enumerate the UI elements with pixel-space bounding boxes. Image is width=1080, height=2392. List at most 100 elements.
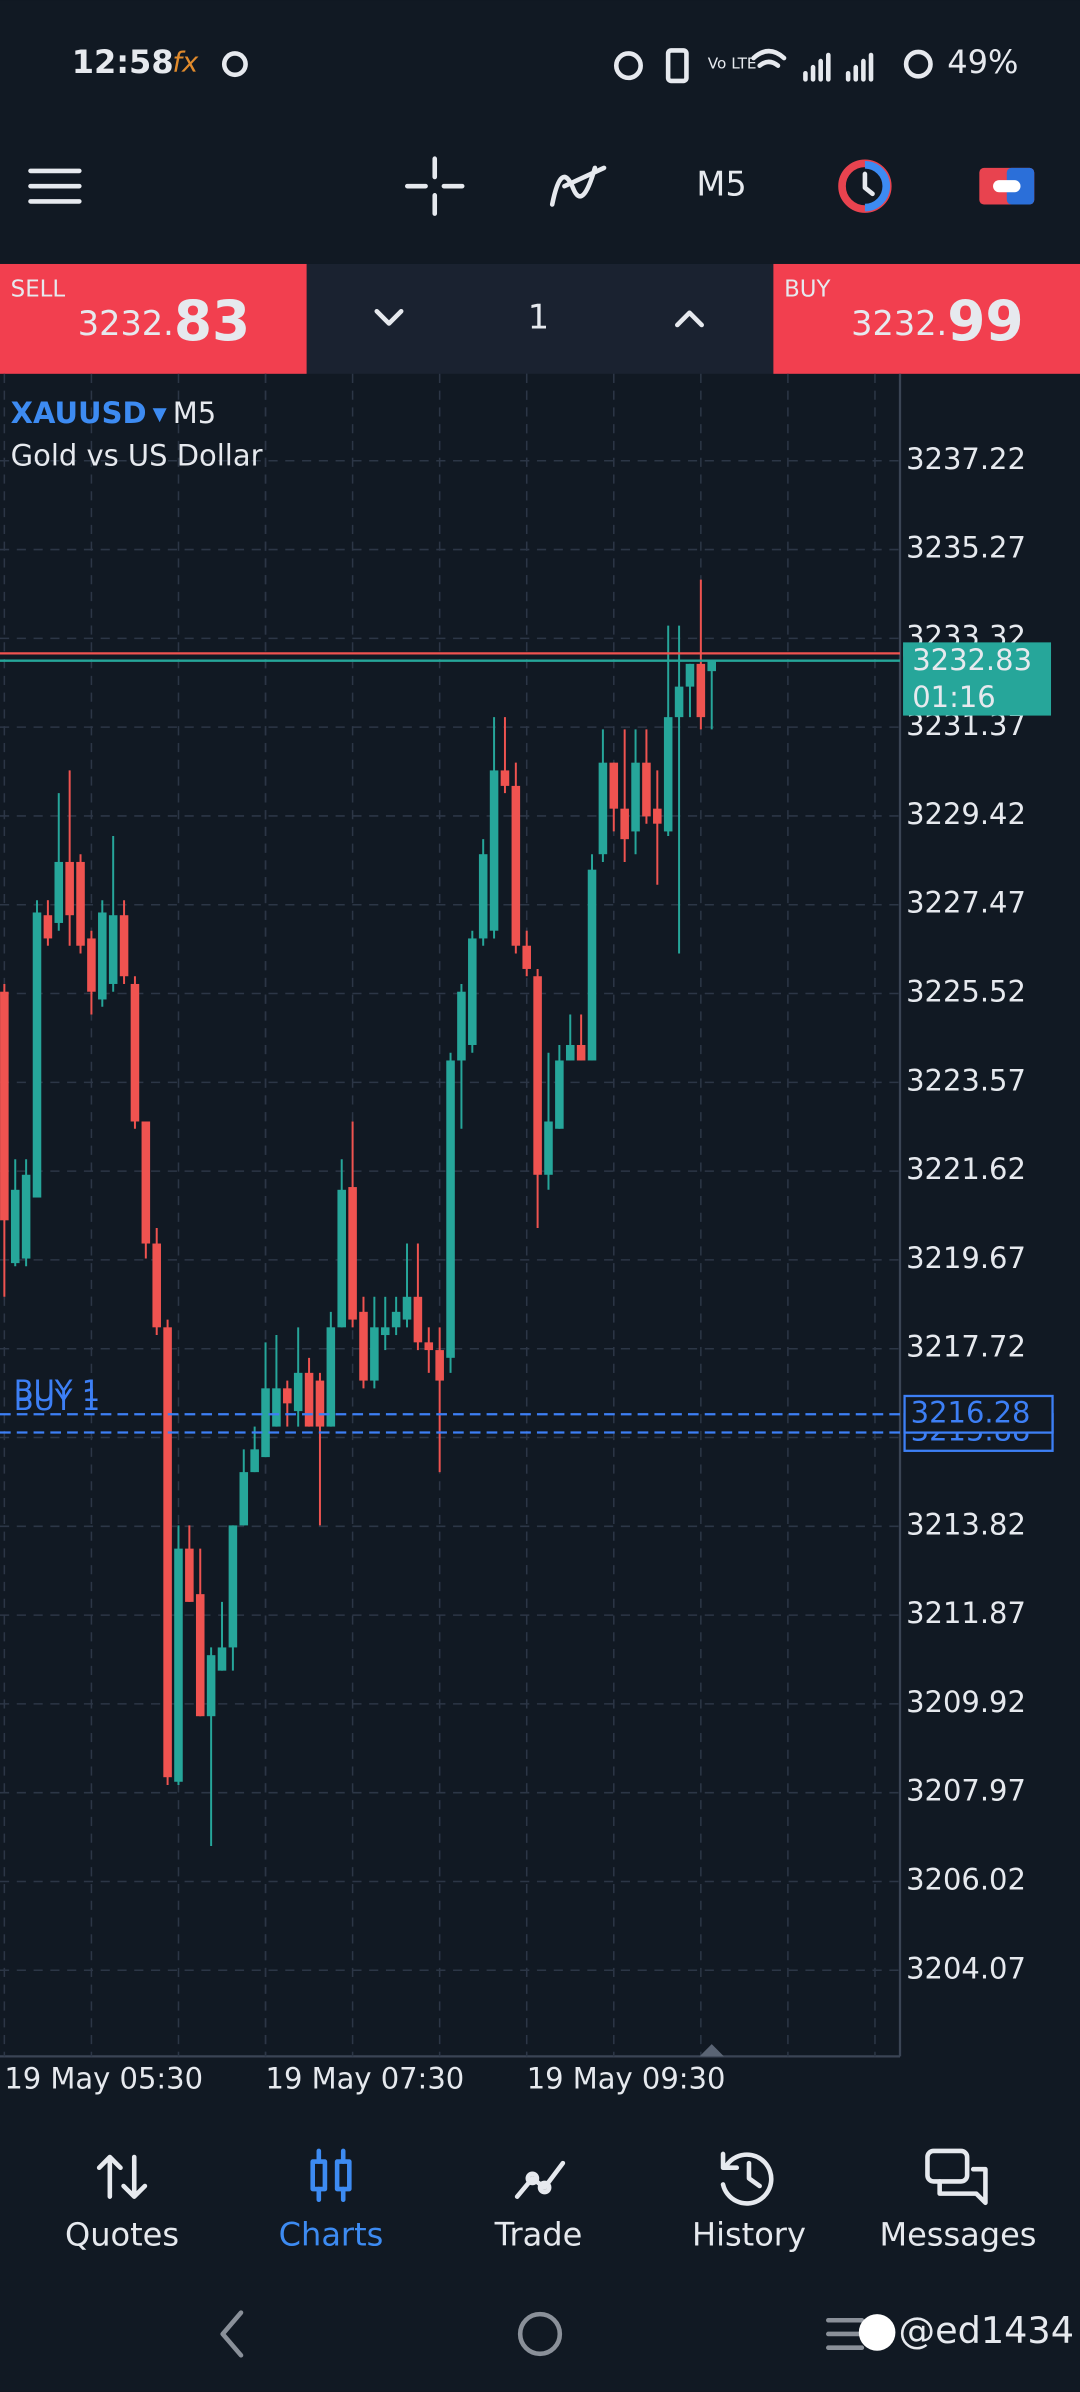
- home-button[interactable]: [517, 2311, 563, 2357]
- bar-countdown: 01:16: [912, 680, 995, 714]
- position-label: BUY 1: [14, 1383, 100, 1417]
- bid-box: [903, 642, 1052, 716]
- back-button[interactable]: [220, 2310, 244, 2358]
- trade-button[interactable]: [979, 167, 1035, 205]
- candle-body: [293, 1372, 303, 1412]
- sell-price-main: 3232.: [78, 303, 174, 342]
- candle-body: [663, 717, 673, 832]
- candle-body: [228, 1525, 238, 1648]
- candle-body: [631, 762, 640, 832]
- y-tick-label: 3219.67: [906, 1241, 1026, 1275]
- chart-header: XAUUSD ▼ M5: [11, 396, 217, 430]
- candle-body: [250, 1449, 259, 1473]
- candle-body: [119, 915, 129, 977]
- nav-quotes[interactable]: Quotes: [65, 2215, 179, 2253]
- candle-body: [642, 762, 651, 817]
- candle-body: [457, 991, 466, 1061]
- status-time: 12:58: [72, 43, 174, 81]
- volume-down[interactable]: [374, 308, 404, 326]
- crosshair-button[interactable]: [405, 156, 465, 216]
- y-tick-label: 3211.87: [906, 1596, 1026, 1630]
- candle-body: [522, 945, 531, 969]
- status-icon: [221, 51, 248, 78]
- candle-body: [685, 663, 695, 687]
- y-tick-label: 3221.62: [906, 1152, 1026, 1186]
- x-tick-label: 19 May 05:30: [4, 2062, 203, 2096]
- candle-body: [108, 915, 118, 984]
- candle-body: [76, 861, 85, 946]
- nav-messages[interactable]: Messages: [879, 2215, 1036, 2253]
- y-tick-label: 3237.22: [906, 442, 1026, 476]
- candle-body: [402, 1296, 412, 1320]
- y-tick-label: 3206.02: [906, 1862, 1026, 1896]
- fx-icon: fx: [172, 48, 199, 79]
- buy-label: BUY: [784, 276, 831, 302]
- candle-body: [500, 770, 510, 786]
- candle-body: [435, 1350, 444, 1381]
- y-tick-label: 3229.42: [906, 797, 1026, 831]
- candle-body: [163, 1327, 172, 1778]
- messages-icon: [925, 2148, 988, 2206]
- status-icons: [613, 48, 933, 84]
- candle-body: [0, 991, 9, 1221]
- symbol-description: Gold vs US Dollar: [11, 439, 263, 473]
- candle-body: [43, 915, 53, 939]
- chart-timeframe: M5: [173, 396, 216, 430]
- nav-trade[interactable]: Trade: [494, 2215, 583, 2253]
- sell-price: 3232.83: [78, 289, 250, 353]
- candle-body: [424, 1342, 434, 1351]
- objects-button[interactable]: [838, 159, 892, 213]
- candle-body: [489, 770, 499, 931]
- symbol: XAUUSD: [11, 396, 147, 430]
- x-tick-label: 19 May 09:30: [527, 2062, 726, 2096]
- candle-body: [32, 912, 42, 1198]
- candle-body: [587, 869, 597, 1061]
- sell-price-big: 83: [174, 289, 250, 353]
- candle-body: [21, 1174, 31, 1259]
- candle-body: [391, 1311, 401, 1328]
- position-label: BUY 1: [14, 1374, 100, 1408]
- candle-body: [10, 1189, 20, 1264]
- position-price-box: [903, 1394, 1054, 1434]
- buy-price: 3232.99: [851, 289, 1023, 353]
- candle-body: [206, 1655, 216, 1717]
- candle-body: [653, 808, 662, 824]
- volume-up[interactable]: [675, 310, 704, 328]
- system-nav: [220, 2310, 865, 2358]
- watermark-logo: [858, 2314, 896, 2351]
- bid-price-label: 3232.83: [912, 643, 1032, 677]
- candle-body: [707, 660, 717, 672]
- candle-body: [141, 1121, 151, 1244]
- quotes-icon: [96, 2154, 148, 2199]
- timeframe-button[interactable]: M5: [696, 165, 746, 204]
- candle-body: [239, 1472, 249, 1526]
- candle-body: [174, 1548, 183, 1782]
- candle-body: [533, 976, 542, 1175]
- sell-button[interactable]: [0, 263, 307, 374]
- indicators-button[interactable]: [549, 165, 607, 207]
- candle-body: [304, 1372, 314, 1427]
- symbol-dropdown: ▼: [153, 404, 168, 425]
- candle-body: [468, 938, 477, 1045]
- candle-body: [185, 1548, 194, 1602]
- y-tick-label: 3207.97: [906, 1774, 1026, 1808]
- y-tick-label: 3227.47: [906, 886, 1026, 920]
- buy-button[interactable]: [773, 263, 1080, 374]
- nav-charts[interactable]: Charts: [279, 2215, 384, 2253]
- candle-body: [337, 1189, 346, 1328]
- candle-body: [555, 1060, 564, 1129]
- position-price-label: 3216.28: [911, 1395, 1031, 1429]
- menu-button[interactable]: [28, 168, 82, 204]
- x-tick-label: 19 May 07:30: [266, 2062, 465, 2096]
- volume[interactable]: 1: [528, 297, 549, 336]
- candle-body: [326, 1327, 336, 1427]
- candle-body: [315, 1380, 325, 1427]
- nav-history[interactable]: History: [692, 2215, 806, 2253]
- candle-body: [511, 785, 521, 946]
- candle-body: [87, 938, 96, 992]
- candle-body: [217, 1647, 227, 1671]
- recents-button[interactable]: [826, 2317, 865, 2350]
